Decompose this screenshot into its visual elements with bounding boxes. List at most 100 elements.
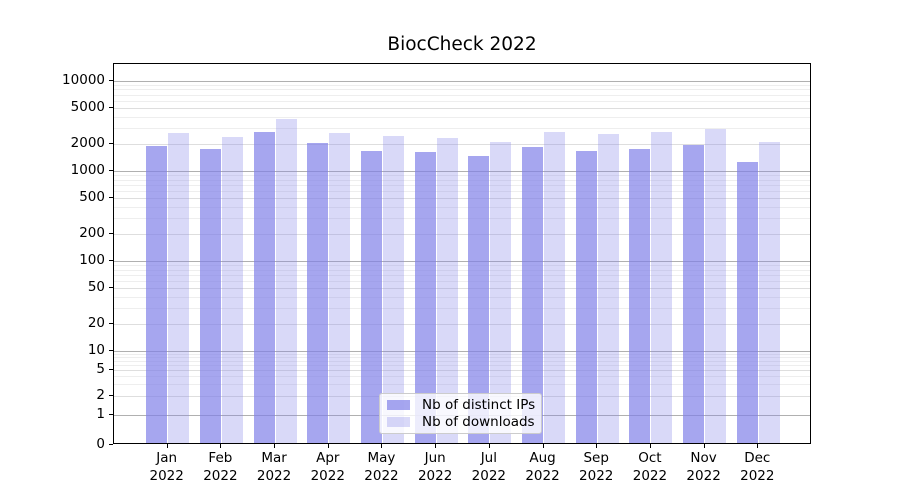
x-tick-label: Oct 2022: [632, 450, 668, 484]
legend-label: Nb of downloads: [422, 414, 535, 430]
minor-gridline: [114, 143, 810, 145]
minor-gridline: [114, 376, 810, 378]
major-gridline: [114, 80, 810, 82]
major-gridline: [114, 171, 810, 172]
x-tick-label: Jun 2022: [417, 450, 453, 484]
minor-gridline: [114, 269, 810, 271]
bar-downloads-jun: [436, 137, 458, 443]
x-tick-mark: [542, 444, 544, 448]
y-tick-mark: [109, 106, 113, 108]
bar-distinct-ips-sep: [575, 150, 597, 443]
minor-gridline: [114, 198, 810, 200]
minor-gridline: [114, 107, 810, 109]
distinct-ips-swatch: [387, 400, 410, 410]
minor-gridline: [114, 360, 810, 362]
y-tick-mark: [109, 142, 113, 144]
minor-gridline: [114, 357, 810, 359]
minor-gridline: [114, 308, 810, 310]
y-tick-mark: [109, 260, 113, 261]
minor-gridline: [114, 218, 810, 220]
bar-downloads-may: [382, 135, 404, 443]
x-tick-label: Feb 2022: [203, 450, 238, 484]
y-tick-mark: [109, 232, 113, 234]
plot-area: [113, 63, 811, 444]
bar-distinct-ips-dec: [736, 161, 758, 443]
major-gridline: [114, 351, 810, 352]
bar-downloads-dec: [758, 141, 780, 443]
minor-gridline: [114, 127, 810, 129]
minor-gridline: [114, 184, 810, 186]
downloads-swatch: [387, 417, 410, 427]
minor-gridline: [114, 190, 810, 192]
x-tick-label: Dec 2022: [740, 450, 775, 484]
y-tick-label: 2000: [70, 134, 105, 151]
y-tick-mark: [109, 369, 113, 371]
minor-gridline: [114, 384, 810, 386]
y-tick-label: 200: [79, 224, 105, 241]
minor-gridline: [114, 370, 810, 372]
x-tick-mark: [488, 444, 490, 448]
minor-gridline: [114, 288, 810, 290]
y-tick-label: 20: [87, 314, 105, 331]
x-tick-mark: [757, 444, 759, 448]
bar-distinct-ips-mar: [253, 131, 275, 443]
minor-gridline: [114, 100, 810, 102]
x-tick-mark: [220, 444, 222, 448]
minor-gridline: [114, 84, 810, 86]
y-tick-label: 50: [87, 279, 105, 296]
bar-distinct-ips-jul: [468, 155, 490, 443]
x-tick-label: Nov 2022: [686, 450, 721, 484]
x-tick-mark: [381, 444, 383, 448]
bar-distinct-ips-jun: [414, 151, 436, 443]
y-tick-mark: [109, 414, 113, 415]
major-gridline: [114, 261, 810, 262]
y-tick-label: 0: [96, 436, 105, 452]
bar-downloads-nov: [705, 128, 727, 443]
x-tick-mark: [327, 444, 329, 448]
legend-label: Nb of distinct IPs: [422, 397, 536, 413]
minor-gridline: [114, 206, 810, 208]
bar-distinct-ips-feb: [199, 148, 221, 443]
bar-distinct-ips-may: [360, 150, 382, 443]
y-tick-label: 2: [96, 386, 105, 403]
y-tick-label: 500: [79, 189, 105, 206]
y-tick-mark: [109, 287, 113, 289]
minor-gridline: [114, 280, 810, 282]
x-tick-label: May 2022: [364, 450, 399, 484]
bar-distinct-ips-jan: [146, 145, 168, 443]
y-tick-mark: [109, 444, 113, 445]
x-tick-label: Sep 2022: [579, 450, 614, 484]
y-tick-mark: [109, 350, 113, 351]
y-tick-label: 5000: [70, 98, 105, 115]
minor-gridline: [114, 323, 810, 325]
y-tick-mark: [109, 197, 113, 199]
legend-item-downloads: Nb of downloads: [387, 414, 535, 430]
minor-gridline: [114, 233, 810, 235]
bar-downloads-feb: [221, 136, 243, 443]
y-tick-label: 10: [87, 342, 105, 358]
x-tick-label: Aug 2022: [525, 450, 560, 484]
minor-gridline: [114, 89, 810, 91]
chart-title: BiocCheck 2022: [387, 34, 537, 55]
minor-gridline: [114, 94, 810, 96]
legend-item-distinct-ips: Nb of distinct IPs: [387, 397, 536, 413]
y-tick-mark: [109, 79, 113, 81]
y-tick-label: 5: [96, 361, 105, 378]
legend: Nb of distinct IPs Nb of downloads: [379, 393, 542, 434]
bar-distinct-ips-apr: [307, 142, 329, 443]
x-tick-label: Jul 2022: [471, 450, 507, 484]
x-tick-mark: [649, 444, 651, 448]
bar-downloads-jul: [490, 141, 512, 443]
x-tick-mark: [274, 444, 276, 448]
minor-gridline: [114, 179, 810, 181]
x-tick-mark: [703, 444, 705, 448]
bar-downloads-sep: [597, 133, 619, 443]
minor-gridline: [114, 265, 810, 267]
bar-downloads-aug: [544, 131, 566, 443]
minor-gridline: [114, 365, 810, 367]
x-tick-mark: [435, 444, 437, 448]
x-tick-label: Mar 2022: [256, 450, 292, 484]
minor-gridline: [114, 296, 810, 298]
y-tick-label: 100: [79, 252, 105, 268]
y-tick-label: 1: [96, 406, 105, 422]
